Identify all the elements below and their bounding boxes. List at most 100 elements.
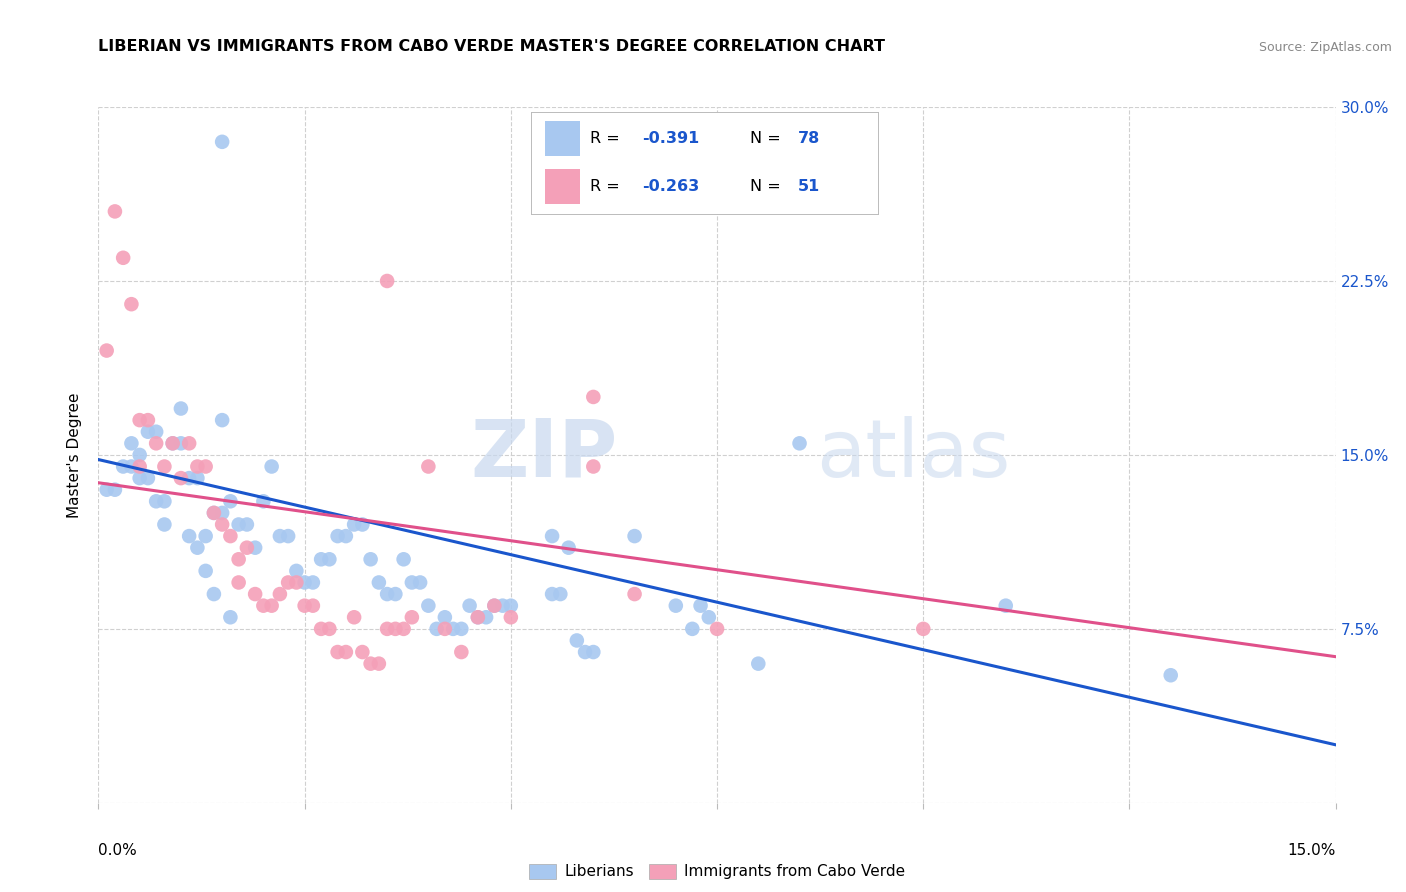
Point <box>228 575 250 590</box>
Text: -0.263: -0.263 <box>643 179 700 194</box>
Point <box>145 436 167 450</box>
Text: -0.391: -0.391 <box>643 130 700 145</box>
Point <box>681 622 703 636</box>
Point <box>128 448 150 462</box>
Point <box>409 575 432 590</box>
Text: 78: 78 <box>799 130 821 145</box>
Point <box>194 564 217 578</box>
Point <box>574 645 596 659</box>
Point <box>260 599 283 613</box>
Text: 0.0%: 0.0% <box>98 843 138 858</box>
Point <box>211 135 233 149</box>
Point <box>202 587 225 601</box>
Point <box>326 645 349 659</box>
Point <box>153 459 176 474</box>
Point <box>269 529 291 543</box>
Point <box>236 541 259 555</box>
Point <box>565 633 588 648</box>
Point <box>309 622 332 636</box>
Point <box>582 645 605 659</box>
Point <box>202 506 225 520</box>
Point <box>211 506 233 520</box>
Point <box>994 599 1017 613</box>
Point <box>269 587 291 601</box>
Point <box>582 390 605 404</box>
Point <box>285 575 308 590</box>
Point <box>360 657 382 671</box>
Point <box>375 274 398 288</box>
Point <box>450 645 472 659</box>
Point <box>541 529 564 543</box>
Point <box>318 552 340 566</box>
Point <box>120 297 142 311</box>
Point <box>219 529 242 543</box>
Point <box>170 471 193 485</box>
Point <box>162 436 184 450</box>
Point <box>96 483 118 497</box>
Point <box>162 436 184 450</box>
Text: LIBERIAN VS IMMIGRANTS FROM CABO VERDE MASTER'S DEGREE CORRELATION CHART: LIBERIAN VS IMMIGRANTS FROM CABO VERDE M… <box>98 38 886 54</box>
Point <box>418 459 440 474</box>
Text: N =: N = <box>749 130 786 145</box>
Point <box>384 622 406 636</box>
Point <box>252 599 274 613</box>
Point <box>277 575 299 590</box>
Y-axis label: Master's Degree: Master's Degree <box>67 392 83 517</box>
Point <box>352 517 374 532</box>
Point <box>179 529 201 543</box>
Point <box>153 494 176 508</box>
Point <box>467 610 489 624</box>
Point <box>318 622 340 636</box>
Point <box>689 599 711 613</box>
Point <box>623 587 645 601</box>
Point <box>260 459 283 474</box>
Point <box>136 471 159 485</box>
Point <box>375 587 398 601</box>
Point <box>352 645 374 659</box>
Point <box>665 599 688 613</box>
Text: 51: 51 <box>799 179 821 194</box>
Point <box>467 610 489 624</box>
Point <box>450 622 472 636</box>
Point <box>96 343 118 358</box>
Point <box>343 610 366 624</box>
Point <box>211 517 233 532</box>
Legend: Liberians, Immigrants from Cabo Verde: Liberians, Immigrants from Cabo Verde <box>523 857 911 886</box>
Point <box>326 529 349 543</box>
Point <box>128 459 150 474</box>
Point <box>1160 668 1182 682</box>
Point <box>136 425 159 439</box>
Point <box>541 587 564 601</box>
Point <box>186 459 208 474</box>
Point <box>475 610 498 624</box>
Point <box>128 471 150 485</box>
Point <box>277 529 299 543</box>
Point <box>335 529 357 543</box>
Point <box>136 413 159 427</box>
Text: atlas: atlas <box>815 416 1011 494</box>
Point <box>112 459 135 474</box>
Point <box>285 564 308 578</box>
Point <box>211 413 233 427</box>
Point <box>112 251 135 265</box>
Text: R =: R = <box>591 130 626 145</box>
Point <box>401 575 423 590</box>
Point <box>550 587 572 601</box>
Point <box>243 587 266 601</box>
Point <box>392 622 415 636</box>
Point <box>243 541 266 555</box>
Text: R =: R = <box>591 179 626 194</box>
Point <box>236 517 259 532</box>
Point <box>392 552 415 566</box>
Point <box>360 552 382 566</box>
Point <box>623 529 645 543</box>
Point <box>367 657 389 671</box>
Text: N =: N = <box>749 179 786 194</box>
Point <box>294 599 316 613</box>
Point <box>252 494 274 508</box>
Text: 15.0%: 15.0% <box>1288 843 1336 858</box>
Point <box>499 610 522 624</box>
Point <box>418 599 440 613</box>
Point <box>433 610 456 624</box>
Point <box>789 436 811 450</box>
